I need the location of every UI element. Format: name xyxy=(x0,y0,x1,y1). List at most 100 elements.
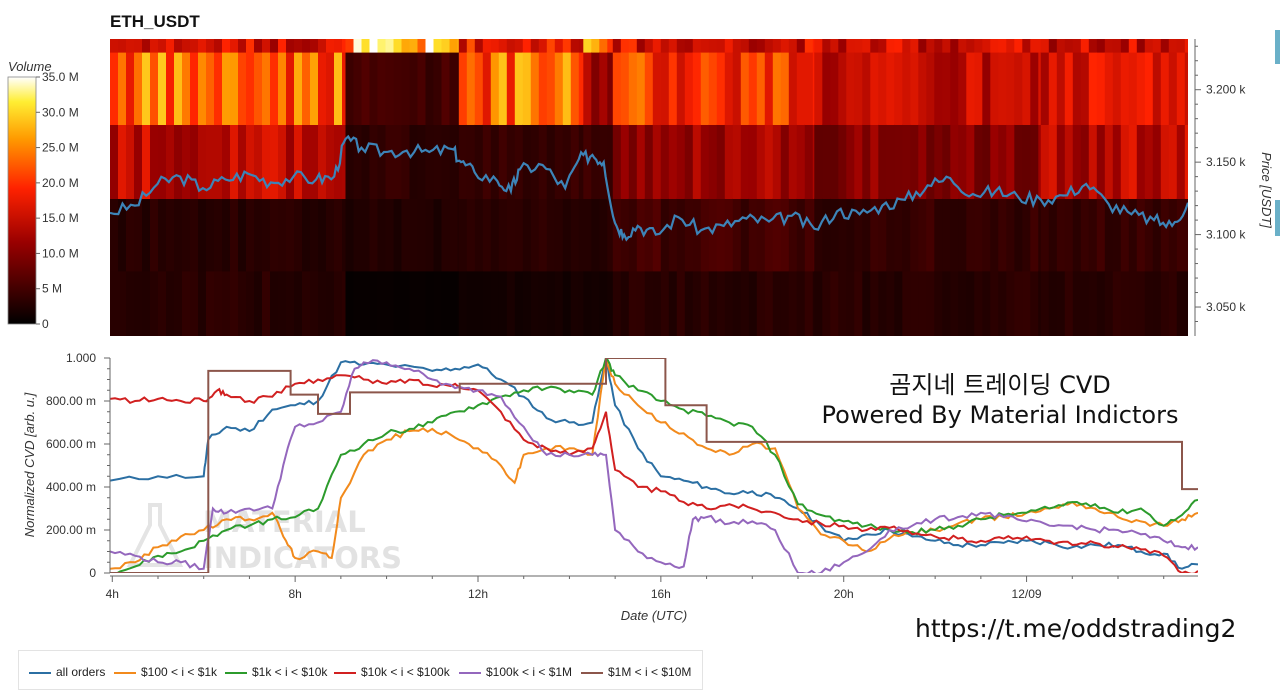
heatmap-cell xyxy=(966,198,975,272)
heatmap-cell xyxy=(417,198,427,272)
heatmap-cell xyxy=(166,52,175,125)
heatmap-cell xyxy=(1056,270,1066,336)
heatmap-cell xyxy=(583,52,592,125)
heatmap-cell xyxy=(684,39,694,53)
heatmap-cell xyxy=(150,198,159,272)
legend-item-1k-10k[interactable]: $1k < i < $10k xyxy=(225,665,327,679)
heatmap-cell xyxy=(716,198,726,272)
heatmap-cell xyxy=(668,270,678,336)
heatmap-cell xyxy=(286,198,295,272)
heatmap-cell xyxy=(692,52,702,125)
heatmap-cell xyxy=(934,39,943,53)
heatmap-cell xyxy=(804,39,814,53)
heatmap-cell xyxy=(142,198,151,272)
heatmap-cell xyxy=(490,39,500,53)
heatmap-cell xyxy=(482,198,492,272)
heatmap-cell xyxy=(926,270,935,336)
heatmap-cell xyxy=(716,124,726,199)
legend-item-all-orders[interactable]: all orders xyxy=(29,665,105,679)
heatmap-cell xyxy=(636,270,646,336)
heatmap-cell xyxy=(1048,270,1058,336)
heatmap-cell xyxy=(230,124,239,199)
heatmap-cell xyxy=(214,124,223,199)
heatmap-cell xyxy=(846,39,855,53)
heatmap-cell xyxy=(457,39,460,53)
heatmap-cell xyxy=(830,52,839,125)
heatmap-cell xyxy=(740,198,750,272)
heatmap-cell xyxy=(417,39,427,53)
heatmap-cell xyxy=(294,270,303,336)
heatmap-cell xyxy=(546,52,556,125)
heatmap-cell xyxy=(1152,198,1162,272)
cvd-y-axis-title: Normalized CVD [arb. u.] xyxy=(22,392,37,537)
heatmap-cell xyxy=(449,52,459,125)
heatmap-cell xyxy=(607,124,614,199)
heatmap-cell xyxy=(158,198,167,272)
heatmap-cell xyxy=(1128,52,1138,125)
heatmap-cell xyxy=(668,52,678,125)
cvd-x-axis-title: Date (UTC) xyxy=(621,608,687,623)
scrollbar-handle-bottom[interactable] xyxy=(1275,200,1280,236)
heatmap-cell xyxy=(950,124,959,199)
chart-legend: all orders $100 < i < $1k $1k < i < $10k… xyxy=(18,650,703,690)
legend-swatch xyxy=(334,671,356,674)
heatmap-cell xyxy=(554,39,564,53)
heatmap-cell xyxy=(1112,124,1122,199)
heatmap-cell xyxy=(838,270,847,336)
heatmap-cell xyxy=(1056,52,1066,125)
heatmap-cell xyxy=(361,124,371,199)
heatmap-cell xyxy=(804,270,814,336)
colorbar-tick-label: 5 M xyxy=(42,282,62,296)
heatmap-cell xyxy=(110,39,119,53)
heatmap-cell xyxy=(982,124,991,199)
heatmap-cell xyxy=(353,198,363,272)
heatmap-cell xyxy=(246,124,255,199)
heatmap-cell xyxy=(732,39,742,53)
heatmap-cell xyxy=(562,198,572,272)
legend-item-100k-1m[interactable]: $100k < i < $1M xyxy=(459,665,572,679)
price-tick-label: 3.200 k xyxy=(1206,83,1246,97)
legend-item-10k-100k[interactable]: $10k < i < $100k xyxy=(334,665,450,679)
heatmap-cell xyxy=(1120,39,1130,53)
heatmap-cell xyxy=(174,198,183,272)
heatmap-cell xyxy=(660,198,670,272)
heatmap-cell xyxy=(607,39,614,53)
heatmap-cell xyxy=(846,124,855,199)
heatmap-cell xyxy=(409,39,419,53)
heatmap-cell xyxy=(1176,198,1186,272)
legend-label: $100 < i < $1k xyxy=(141,665,218,679)
legend-swatch xyxy=(459,671,481,674)
heatmap-cell xyxy=(599,270,608,336)
heatmap-cell xyxy=(538,52,548,125)
heatmap-cell xyxy=(583,270,592,336)
heatmap-cell xyxy=(182,124,191,199)
heatmap-cell xyxy=(433,39,443,53)
heatmap-cell xyxy=(1030,39,1039,53)
heatmap-cell xyxy=(262,39,271,53)
heatmap-cell xyxy=(538,39,548,53)
heatmap-cell xyxy=(1168,52,1178,125)
scrollbar-handle-top[interactable] xyxy=(1275,30,1280,64)
heatmap-cell xyxy=(764,270,774,336)
heatmap-cell xyxy=(206,270,215,336)
heatmap-cell xyxy=(530,39,540,53)
heatmap-cell xyxy=(612,198,622,272)
heatmap-cell xyxy=(724,198,734,272)
heatmap-cell xyxy=(1040,270,1050,336)
heatmap-cell xyxy=(302,52,311,125)
legend-item-1m-10m[interactable]: $1M < i < $10M xyxy=(581,665,691,679)
heatmap-cell xyxy=(652,39,662,53)
heatmap-cell xyxy=(570,198,580,272)
heatmap-cell xyxy=(474,198,484,272)
telegram-link[interactable]: https://t.me/oddstrading2 xyxy=(915,614,1237,643)
heatmap-cell xyxy=(1160,270,1170,336)
legend-item-100-1k[interactable]: $100 < i < $1k xyxy=(114,665,217,679)
heatmap-cell xyxy=(1104,270,1114,336)
heatmap-cell xyxy=(286,124,295,199)
heatmap-cell xyxy=(812,52,815,125)
heatmap-cell xyxy=(198,124,207,199)
heatmap-cell xyxy=(482,270,492,336)
heatmap-cell xyxy=(732,198,742,272)
heatmap-cell xyxy=(764,198,774,272)
heatmap-cell xyxy=(150,124,159,199)
